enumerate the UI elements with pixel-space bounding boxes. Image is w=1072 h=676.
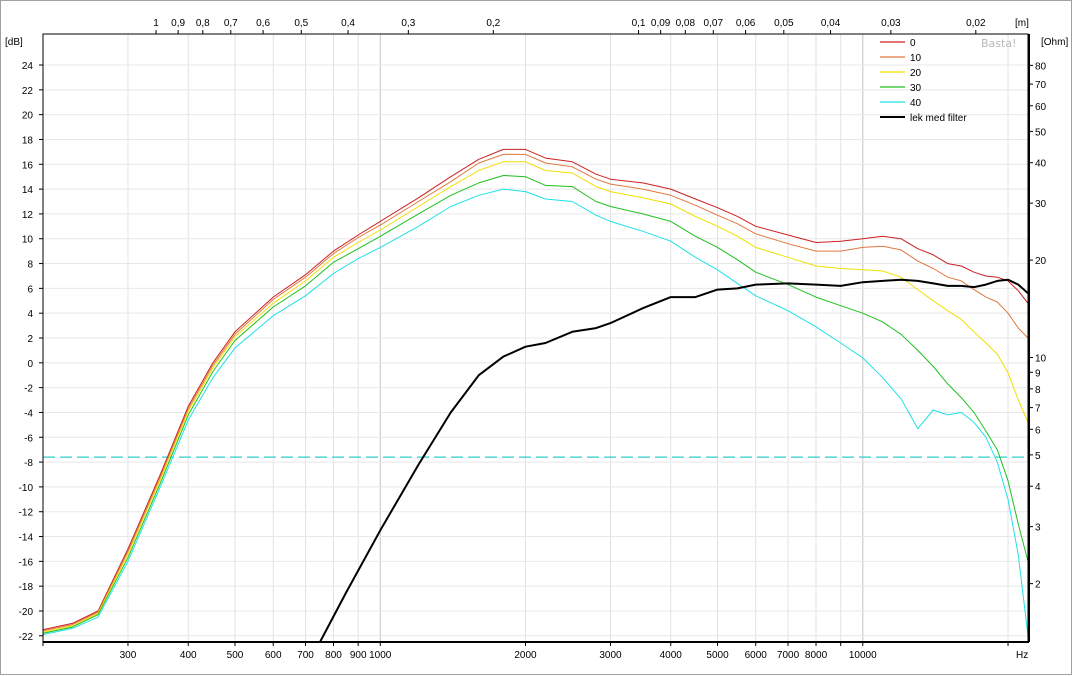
y-tick-label: 12 xyxy=(22,210,34,221)
right-tick-label: 20 xyxy=(1035,256,1047,267)
right-tick-label: 10 xyxy=(1035,354,1047,365)
y-tick-label: -6 xyxy=(24,433,33,444)
x-tick-label: 600 xyxy=(265,650,282,661)
right-unit-label: [Ohm] xyxy=(1041,37,1068,48)
top-tick-label: 1 xyxy=(153,18,159,29)
x-tick-label: 5000 xyxy=(706,650,729,661)
y-tick-label: -22 xyxy=(19,632,34,643)
right-tick-label: 70 xyxy=(1035,80,1047,91)
y-tick-label: -20 xyxy=(19,607,34,618)
x-tick-label: 3000 xyxy=(599,650,622,661)
y-tick-label: 2 xyxy=(27,334,33,345)
x-tick-label: 2000 xyxy=(514,650,537,661)
series-line xyxy=(43,153,1028,632)
series-line xyxy=(43,148,1028,631)
top-tick-label: 0,08 xyxy=(676,18,696,29)
y-tick-label: -16 xyxy=(19,557,34,568)
y-tick-label: 18 xyxy=(22,135,34,146)
top-tick-label: 0,8 xyxy=(196,18,210,29)
right-tick-label: 30 xyxy=(1035,199,1047,210)
series-line xyxy=(43,188,1028,636)
x-tick-label: 1000 xyxy=(369,650,392,661)
legend-label: 20 xyxy=(910,68,922,79)
series-line xyxy=(43,175,1028,634)
legend-label: 30 xyxy=(910,83,922,94)
legend-label: 0 xyxy=(910,38,916,49)
right-tick-label: 40 xyxy=(1035,159,1047,170)
x-tick-label: 500 xyxy=(227,650,244,661)
top-tick-label: 0,05 xyxy=(774,18,794,29)
grid-layer xyxy=(43,34,1028,642)
bottom-unit-label: Hz xyxy=(1016,650,1028,661)
y-tick-label: -12 xyxy=(19,508,34,519)
x-tick-label: 900 xyxy=(350,650,367,661)
legend-label: 40 xyxy=(910,98,922,109)
right-tick-label: 7 xyxy=(1035,404,1041,415)
y-tick-label: 10 xyxy=(22,235,34,246)
top-tick-label: 0,03 xyxy=(881,18,901,29)
top-tick-label: 0,07 xyxy=(704,18,724,29)
y-tick-label: -14 xyxy=(19,533,34,544)
right-tick-label: 2 xyxy=(1035,580,1041,591)
left-unit-label: [dB] xyxy=(5,37,23,48)
right-tick-label: 6 xyxy=(1035,425,1041,436)
legend-label: 10 xyxy=(910,53,922,64)
top-tick-label: 0,5 xyxy=(294,18,308,29)
top-tick-label: 0,09 xyxy=(651,18,671,29)
y-tick-label: 4 xyxy=(27,309,33,320)
right-tick-label: 50 xyxy=(1035,127,1047,138)
top-tick-label: 0,4 xyxy=(341,18,355,29)
x-tick-label: 700 xyxy=(297,650,314,661)
legend-label: lek med filter xyxy=(910,113,967,124)
top-tick-label: 0,9 xyxy=(171,18,185,29)
x-tick-label: 8000 xyxy=(805,650,828,661)
y-tick-label: -10 xyxy=(19,483,34,494)
y-tick-label: -18 xyxy=(19,582,34,593)
right-tick-label: 60 xyxy=(1035,102,1047,113)
y-tick-label: -8 xyxy=(24,458,33,469)
x-tick-label: 10000 xyxy=(849,650,877,661)
x-tick-label: 6000 xyxy=(745,650,768,661)
top-tick-label: 0,06 xyxy=(736,18,756,29)
y-tick-label: -4 xyxy=(24,408,33,419)
right-tick-label: 5 xyxy=(1035,451,1041,462)
x-tick-label: 800 xyxy=(325,650,342,661)
y-tick-label: -2 xyxy=(24,384,33,395)
right-tick-label: 4 xyxy=(1035,482,1041,493)
top-tick-label: 0,3 xyxy=(401,18,415,29)
series-layer xyxy=(43,148,1028,642)
axis-layer: 300 400 500 600 700 800 900 1000 2000 3000 4000 500… xyxy=(19,18,1047,661)
top-tick-label: 0,1 xyxy=(632,18,646,29)
y-tick-label: 8 xyxy=(27,260,33,271)
y-tick-label: 6 xyxy=(27,284,33,295)
y-tick-label: 20 xyxy=(22,111,34,122)
y-tick-label: 0 xyxy=(27,359,33,370)
top-tick-label: 0,7 xyxy=(224,18,238,29)
series-line xyxy=(319,278,1028,642)
top-tick-label: 0,6 xyxy=(256,18,270,29)
right-tick-label: 80 xyxy=(1035,61,1047,72)
watermark-label: Basta! xyxy=(981,37,1016,50)
top-unit-label: [m] xyxy=(1015,18,1029,29)
x-tick-label: 7000 xyxy=(777,650,800,661)
y-tick-label: 14 xyxy=(22,185,34,196)
right-tick-label: 9 xyxy=(1035,368,1041,379)
y-tick-label: 16 xyxy=(22,160,34,171)
x-tick-label: 300 xyxy=(120,650,137,661)
right-tick-label: 8 xyxy=(1035,385,1041,396)
series-line xyxy=(43,161,1028,633)
x-tick-label: 4000 xyxy=(660,650,683,661)
y-tick-label: 22 xyxy=(22,86,34,97)
top-tick-label: 0,02 xyxy=(966,18,986,29)
legend: 0 10 20 30 40 lek med filter xyxy=(880,38,967,124)
top-tick-label: 0,2 xyxy=(486,18,500,29)
right-tick-label: 3 xyxy=(1035,523,1041,534)
x-tick-label: 400 xyxy=(180,650,197,661)
y-tick-label: 24 xyxy=(22,61,34,72)
top-tick-label: 0,04 xyxy=(821,18,841,29)
